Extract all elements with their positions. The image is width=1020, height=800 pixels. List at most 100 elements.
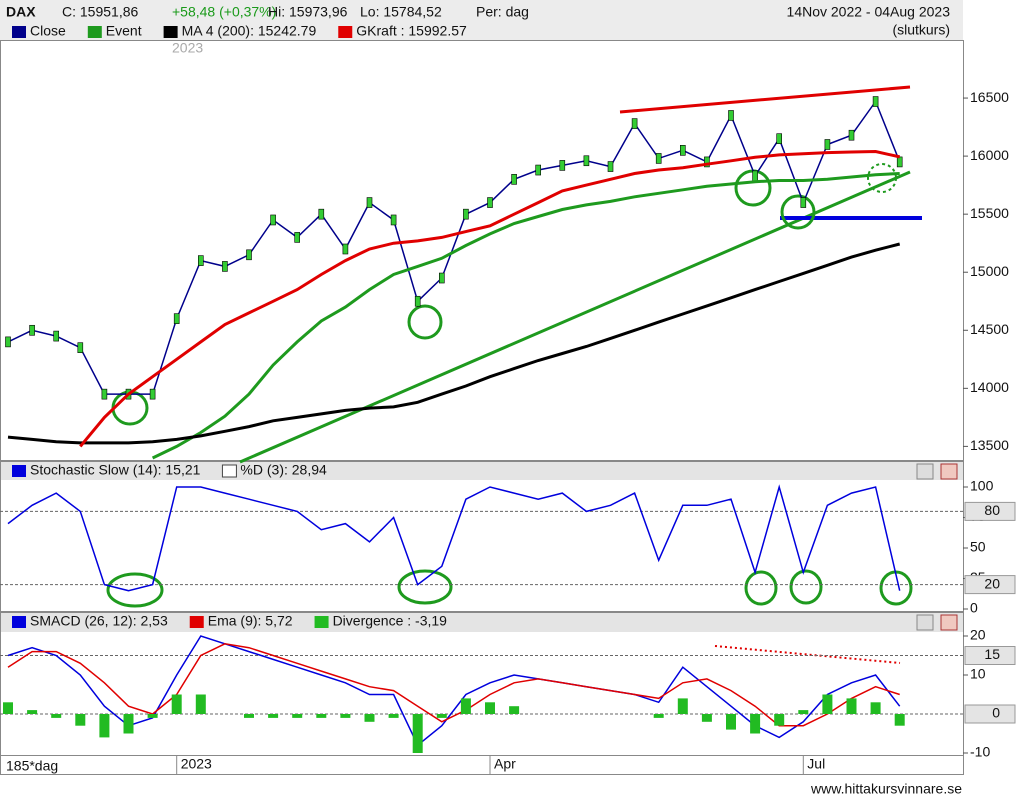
- close-mark: [101, 388, 108, 400]
- divergence-bar: [99, 714, 110, 738]
- divergence-bar: [27, 710, 38, 714]
- divergence-trend: [714, 645, 901, 664]
- divergence-bar: [460, 698, 471, 714]
- y-tick-label: 13500: [970, 437, 1009, 453]
- close-mark: [246, 249, 252, 261]
- support-line: [239, 170, 911, 464]
- y-tick-label: 0: [970, 600, 978, 616]
- close-mark: [535, 164, 542, 176]
- stoch-header: [0, 461, 963, 480]
- y-tick-label: 15000: [970, 263, 1009, 279]
- series-line: [151, 172, 900, 460]
- close-mark: [53, 330, 60, 342]
- level-label: 20: [984, 575, 1000, 591]
- x-tick-label: Jul: [807, 756, 825, 772]
- divergence-bar: [677, 698, 688, 714]
- divergence-bar: [750, 714, 761, 734]
- circle: [744, 570, 778, 606]
- close-mark: [438, 272, 445, 284]
- close-mark: [704, 156, 710, 168]
- divergence-bar: [244, 714, 254, 718]
- close-mark: [896, 156, 903, 168]
- macd-header: [0, 612, 963, 632]
- close-mark: [872, 96, 879, 107]
- y-tick-label: 14500: [970, 321, 1009, 337]
- close-mark: [463, 208, 469, 220]
- y-tick-label: 50: [970, 539, 986, 555]
- close-mark: [607, 161, 614, 172]
- level-label: 80: [984, 502, 1000, 518]
- x-note: 185*dag: [6, 758, 58, 774]
- divergence-bar: [509, 706, 520, 714]
- legend-label: Close: [30, 23, 66, 39]
- level-box: [964, 501, 1016, 521]
- circle: [397, 569, 453, 605]
- legend-swatch: [12, 26, 26, 38]
- legend-swatch: [12, 465, 26, 477]
- x-tick-label: Apr: [494, 756, 516, 772]
- divergence-bar: [75, 714, 86, 726]
- series-line: [7, 99, 901, 395]
- legend-swatch: [314, 616, 329, 628]
- divergence-bar: [701, 714, 712, 722]
- divergence-bar: [316, 714, 327, 718]
- close-mark: [679, 145, 686, 156]
- close-mark: [77, 342, 84, 353]
- close-mark: [149, 388, 156, 400]
- y-tick-label: 16000: [970, 147, 1009, 163]
- date-range: 14Nov 2022 - 04Aug 2023: [787, 4, 951, 20]
- close-mark: [270, 214, 276, 226]
- resistance-line: [619, 85, 911, 114]
- y-tick-label: 14000: [970, 379, 1009, 395]
- divergence-bar: [774, 714, 785, 726]
- close-mark: [390, 214, 397, 226]
- divergence-bar: [822, 694, 833, 714]
- close-button[interactable]: [940, 614, 958, 631]
- series-line: [7, 643, 900, 727]
- divergence-bar: [798, 710, 809, 714]
- divergence-bar: [653, 714, 664, 718]
- stoch-panel: [0, 461, 964, 612]
- legend-swatch: [338, 26, 353, 38]
- settings-button[interactable]: [916, 463, 934, 480]
- y-tick-label: -10: [970, 744, 990, 760]
- close-button[interactable]: [940, 463, 958, 480]
- close-mark: [655, 153, 662, 164]
- divergence-bar: [412, 714, 423, 753]
- circle: [780, 194, 816, 230]
- x-tick-label: 2023: [181, 756, 212, 772]
- divergence-bar: [147, 714, 158, 718]
- close-mark: [752, 170, 758, 182]
- series-line: [7, 484, 901, 592]
- divergence-bar: [364, 714, 375, 722]
- divergence-bar: [292, 714, 303, 718]
- legend-label: Event: [106, 23, 142, 39]
- close-mark: [198, 255, 204, 266]
- close-mark: [631, 118, 638, 129]
- period: Per: dag: [476, 4, 529, 20]
- header-band: [0, 0, 963, 40]
- divergence-bar: [388, 714, 399, 718]
- circle: [407, 304, 443, 340]
- change-value: +58,48 (+0,37%): [172, 4, 276, 20]
- watermark: 2023: [172, 40, 203, 56]
- close-mark: [559, 160, 566, 171]
- divergence-bar: [870, 702, 881, 714]
- level-box: [964, 646, 1016, 665]
- legend-label: SMACD (26, 12): 2,53: [30, 613, 168, 629]
- divergence-bar: [171, 694, 182, 714]
- legend-swatch: [189, 616, 204, 628]
- high-value: Hi: 15973,96: [268, 4, 348, 20]
- close-mark: [824, 139, 831, 150]
- legend-label: Divergence : -3,19: [333, 613, 448, 629]
- circle: [106, 572, 164, 608]
- legend-label: %D (3): 28,94: [240, 462, 327, 478]
- y-tick-label: 10: [970, 666, 986, 682]
- divergence-bar: [846, 698, 857, 714]
- level-label: 0: [992, 705, 1000, 721]
- y-tick-label: 15500: [970, 205, 1009, 221]
- divergence-bar: [123, 714, 134, 734]
- close-mark: [5, 336, 11, 348]
- legend-swatch: [87, 26, 102, 38]
- settings-button[interactable]: [916, 614, 934, 631]
